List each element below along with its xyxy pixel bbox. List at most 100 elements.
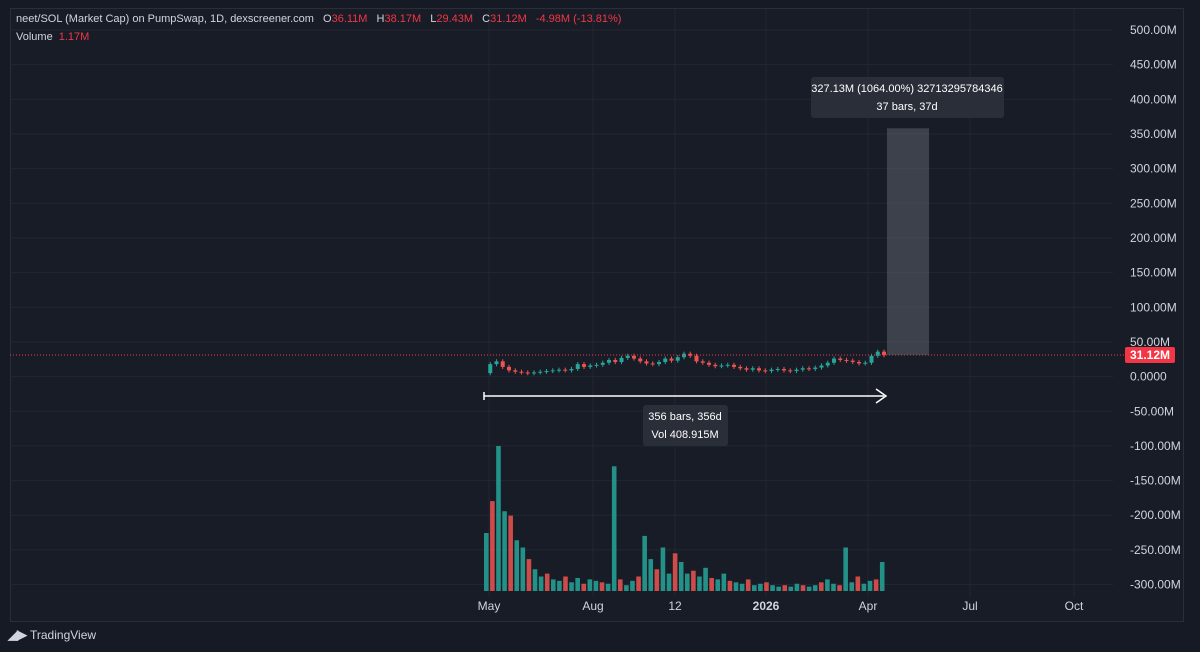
date-range-tooltip (643, 405, 728, 446)
candle-body (525, 372, 530, 374)
volume-bar (794, 583, 800, 591)
high-key: H (376, 13, 385, 25)
candle-body (594, 364, 599, 366)
candle-body (807, 368, 811, 370)
volume-bar (593, 580, 599, 591)
candle-body (513, 370, 518, 372)
open-value: 36.11M (331, 13, 368, 25)
volume-bar (727, 580, 733, 591)
y-tick-label: -150.00M (1130, 474, 1181, 488)
candle-body (563, 369, 568, 371)
volume-bar (575, 577, 580, 591)
volume-bar (678, 562, 684, 591)
volume-bar (855, 576, 861, 591)
candle-body (575, 364, 580, 369)
arrow-right-icon (875, 388, 888, 404)
candle-body (488, 364, 493, 374)
y-tick-label: -300.00M (1130, 578, 1181, 592)
y-tick-label: 150.00M (1130, 266, 1177, 280)
volume-bar (709, 577, 714, 591)
volume-label: Volume (16, 31, 53, 43)
volume-value: 1.17M (58, 31, 90, 43)
volume-bar (490, 501, 495, 591)
candle-body (550, 370, 555, 372)
candle-body (688, 353, 693, 356)
candle-body (782, 368, 786, 371)
brand-label: TradingView (30, 628, 97, 642)
candle-body (769, 369, 774, 372)
volume-bar (861, 583, 867, 591)
candle-body (538, 371, 543, 373)
candle-body (763, 370, 768, 372)
volume-bar (630, 580, 635, 591)
volume-bar (697, 576, 702, 591)
symbol-legend: neet/SOL (Market Cap) on PumpSwap, 1D, d… (16, 13, 621, 25)
candle-body (819, 365, 824, 368)
last-price-tag (1125, 347, 1175, 364)
volume-bar (484, 533, 489, 591)
y-tick-label: 450.00M (1130, 58, 1177, 72)
date-range-bars-label: 356 bars, 356d (648, 411, 721, 423)
volume-bar (812, 585, 818, 591)
x-tick-label: Jul (962, 599, 977, 613)
volume-bar (563, 576, 568, 591)
volume-bar (642, 535, 647, 591)
volume-legend: Volume 1.17M (16, 31, 89, 43)
volume-bar (636, 576, 641, 591)
y-tick-label: 300.00M (1130, 162, 1177, 176)
volume-bar (685, 573, 690, 591)
volume-bar (873, 579, 879, 591)
volume-bar (508, 515, 513, 591)
price-range-label: 327.13M (1064.00%) 32713295784346 (811, 83, 1002, 95)
volume-bar (867, 580, 873, 591)
candle-body (732, 364, 736, 367)
volume-bar (831, 583, 836, 591)
y-tick-label: 400.00M (1130, 92, 1177, 106)
candle-body (588, 365, 593, 367)
candle-body (600, 362, 605, 365)
date-range-volume-label: Vol 408.915M (651, 429, 718, 441)
volume-bar (557, 580, 562, 591)
volume-bar (843, 547, 848, 591)
price-range-bars-label: 37 bars, 37d (876, 101, 937, 113)
candle-body (650, 363, 655, 365)
candle-body (794, 369, 799, 372)
tradingview-brand[interactable]: ◢▶ TradingView (8, 627, 96, 643)
candle-body (532, 372, 536, 374)
volume-bar (551, 579, 556, 591)
volume-bar (520, 547, 526, 591)
candle-body (800, 368, 805, 370)
volume-bar (752, 585, 757, 591)
volume-bar (764, 582, 769, 591)
candle-body (657, 362, 661, 365)
volume-bar (624, 585, 629, 591)
volume-bar (733, 582, 739, 591)
x-tick-label: May (478, 599, 501, 613)
y-tick-label: -250.00M (1130, 543, 1181, 557)
change-value: -4.98M (-13.81%) (535, 13, 622, 25)
volume-bar (654, 569, 660, 591)
candle-body (813, 367, 818, 369)
candle-body (607, 359, 611, 363)
volume-bar (514, 540, 520, 591)
volume-bar (800, 585, 806, 591)
close-key: C (482, 13, 491, 25)
symbol-title: neet/SOL (Market Cap) on PumpSwap, 1D, d… (16, 13, 314, 25)
volume-bar (666, 573, 672, 591)
candle-body (582, 364, 586, 367)
y-tick-label: -50.00M (1130, 404, 1174, 418)
volume-bar (587, 579, 593, 591)
volume-bar (605, 583, 611, 591)
volume-bar (758, 583, 763, 591)
y-tick-label: 50.00M (1130, 335, 1170, 349)
candle-body (500, 361, 505, 367)
volume-bar (879, 562, 885, 591)
y-tick-label: 0.0000 (1130, 370, 1167, 384)
volume-bar (788, 586, 794, 591)
candle-body (638, 358, 643, 362)
candle-body (544, 371, 549, 373)
volume-bar (806, 586, 812, 591)
volume-bar (837, 585, 842, 591)
